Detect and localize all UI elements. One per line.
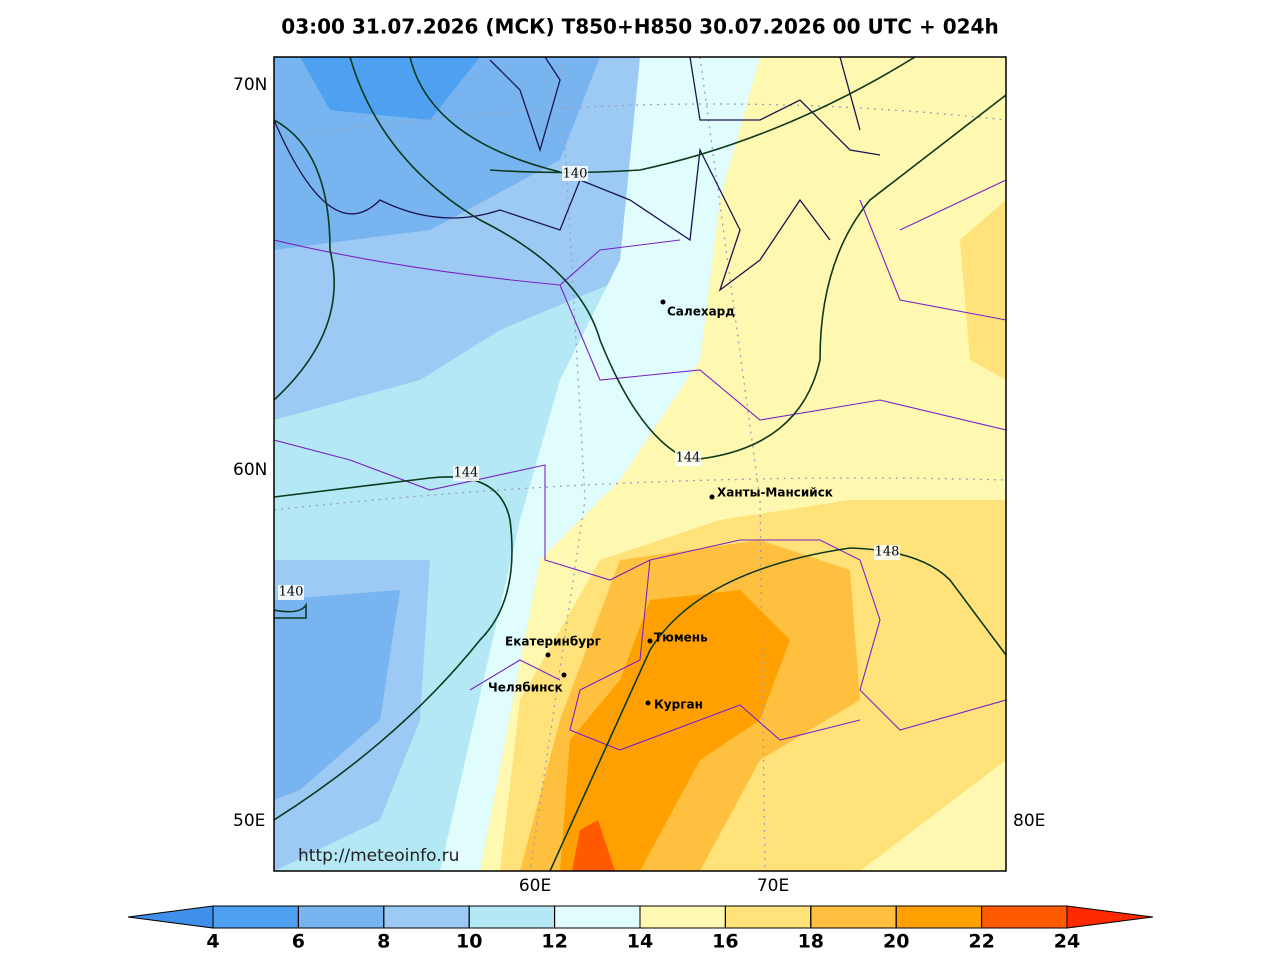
city-label: Челябинск	[488, 681, 563, 695]
colorbar-tick-label: 14	[627, 931, 653, 953]
contour-label: 144	[454, 466, 479, 481]
colorbar-segment	[639, 905, 726, 929]
colorbar-extend	[1066, 905, 1154, 929]
title: 03:00 31.07.2026 (МСК) T850+H850 30.07.2…	[281, 15, 998, 39]
colorbar-segment	[895, 905, 983, 929]
colorbar-segment	[724, 905, 812, 929]
colorbar-tick-label: 10	[456, 931, 482, 953]
colorbar-tick-label: 8	[377, 931, 390, 953]
colorbar-tick-label: 24	[1054, 931, 1080, 953]
lon-label: 70E	[757, 876, 789, 896]
city-label: Курган	[654, 698, 703, 712]
contour-label: 140	[563, 167, 588, 182]
lat-label: 70N	[233, 75, 267, 95]
lon-label: 60E	[519, 876, 551, 896]
contour-label: 144	[676, 451, 701, 466]
colorbar-tick-label: 18	[798, 931, 824, 953]
colorbar-segment	[212, 905, 299, 929]
colorbar-tick-label: 22	[968, 931, 994, 953]
geo-labels: 70N 60N 50E 80E 60E 70E	[233, 75, 1045, 896]
contour-label: 148	[875, 545, 900, 560]
colorbar-tick-label: 20	[883, 931, 909, 953]
contour-labels: 140 144 144 148 140	[278, 166, 900, 600]
colorbar-tick-label: 6	[292, 931, 305, 953]
lat-label: 60N	[233, 460, 267, 480]
colorbar-segment	[554, 905, 641, 929]
lon-label: 80E	[1013, 811, 1045, 831]
colorbar-segment	[468, 905, 556, 929]
colorbar-tick-label: 16	[712, 931, 738, 953]
cities: Салехард Ханты-Мансийск Екатеринбург Тюм…	[488, 299, 833, 712]
city-label: Тюмень	[654, 631, 708, 645]
colorbar-extend	[127, 905, 214, 929]
colorbar-segment	[383, 905, 470, 929]
city-label: Салехард	[667, 305, 735, 319]
colorbar: 4 6 8 10 12 14 16 18 20 22 24	[127, 905, 1154, 953]
contour-label: 140	[279, 585, 304, 600]
lon-label: 50E	[233, 811, 265, 831]
map-area	[274, 57, 1006, 871]
colorbar-segment	[810, 905, 897, 929]
map-frame	[273, 56, 1007, 872]
city-label: Ханты-Мансийск	[717, 486, 833, 500]
city-label: Екатеринбург	[505, 635, 601, 649]
colorbar-segment	[297, 905, 385, 929]
colorbar-segment	[981, 905, 1068, 929]
colorbar-tick-label: 4	[206, 931, 219, 953]
source-url: http://meteoinfo.ru	[298, 846, 459, 866]
colorbar-tick-label: 12	[541, 931, 567, 953]
